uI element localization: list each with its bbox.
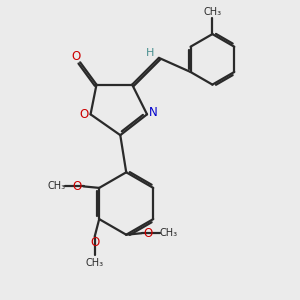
Text: O: O xyxy=(71,50,80,64)
Text: CH₃: CH₃ xyxy=(160,228,178,238)
Text: O: O xyxy=(80,108,88,121)
Text: O: O xyxy=(73,180,82,193)
Text: O: O xyxy=(90,236,99,249)
Text: H: H xyxy=(146,47,154,58)
Text: CH₃: CH₃ xyxy=(86,258,104,268)
Text: O: O xyxy=(144,227,153,240)
Text: CH₃: CH₃ xyxy=(47,182,65,191)
Text: N: N xyxy=(149,106,158,119)
Text: CH₃: CH₃ xyxy=(203,7,221,17)
